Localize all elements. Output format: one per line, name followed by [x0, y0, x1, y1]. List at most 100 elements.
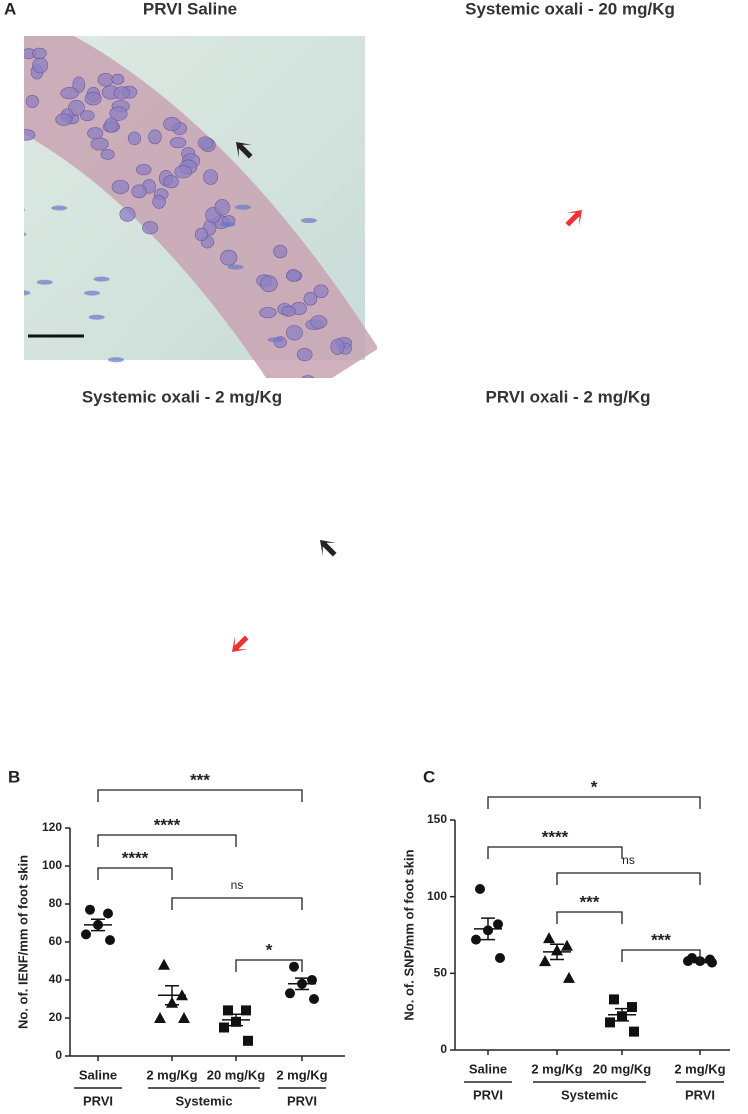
data-point [493, 919, 503, 930]
nucleus [21, 659, 38, 672]
significance-label: *** [651, 930, 671, 949]
nucleus [251, 566, 269, 578]
nucleus [578, 509, 593, 520]
nucleus [594, 495, 606, 505]
nucleus [501, 153, 518, 167]
error-bar [91, 918, 105, 932]
nucleus [685, 95, 701, 107]
group-label: PRVI [287, 1093, 317, 1108]
data-point [243, 1035, 253, 1046]
nucleus [515, 133, 529, 146]
nucleus [321, 479, 336, 494]
nucleus [688, 144, 702, 159]
nucleus [648, 119, 661, 132]
nucleus [259, 307, 277, 319]
nucleus [2, 582, 15, 593]
nucleus [1, 592, 17, 607]
data-point [103, 908, 113, 919]
significance-label: ns [622, 853, 635, 867]
nucleus [378, 552, 392, 568]
nucleus [621, 463, 634, 473]
nucleus [678, 453, 694, 468]
x-tick-label: 2 mg/Kg [276, 1067, 327, 1082]
nucleus [638, 130, 656, 140]
nucleus [576, 489, 594, 501]
nucleus [486, 100, 499, 115]
nucleus [723, 450, 736, 465]
data-point [475, 884, 485, 894]
dermal-cell [661, 242, 677, 247]
nucleus [425, 564, 437, 578]
nucleus [506, 518, 522, 529]
nucleus [621, 444, 637, 454]
x-tick-label: 2 mg/Kg [531, 1061, 582, 1076]
nucleus [132, 589, 147, 601]
nucleus [646, 448, 659, 462]
dermal-cell [36, 279, 53, 285]
nucleus [152, 195, 166, 209]
nucleus [389, 543, 401, 554]
nucleus [482, 534, 494, 546]
nucleus [630, 517, 646, 528]
nucleus [161, 553, 174, 564]
nucleus [33, 572, 46, 585]
nucleus [286, 325, 303, 341]
dermal-cell [226, 675, 242, 680]
arrow [236, 142, 253, 159]
nucleus [12, 636, 24, 646]
nucleus [22, 644, 40, 660]
nucleus [650, 110, 663, 121]
nucleus [686, 168, 699, 181]
nucleus [630, 437, 642, 449]
nucleus [385, 113, 403, 128]
micrograph [378, 410, 748, 751]
nucleus [145, 553, 161, 567]
nucleus [480, 454, 498, 467]
nucleus [668, 103, 681, 116]
nucleus [628, 481, 646, 492]
nucleus [166, 565, 181, 577]
nucleus [589, 164, 605, 178]
nucleus [194, 533, 210, 548]
epidermis [2, 520, 362, 680]
significance-bracket [235, 959, 303, 972]
nucleus [351, 511, 367, 526]
nucleus [102, 584, 119, 596]
dermal-cell [406, 615, 422, 620]
nucleus [236, 578, 252, 591]
data-point [219, 1022, 229, 1033]
nucleus [283, 514, 299, 529]
nucleus [169, 136, 187, 149]
nucleus [504, 97, 517, 108]
nucleus [266, 528, 284, 541]
significance-label: **** [154, 815, 181, 834]
nucleus [488, 465, 500, 480]
nucleus [472, 151, 487, 162]
dermal-cell [672, 745, 688, 750]
nucleus [531, 488, 548, 500]
significance-bracket [97, 867, 173, 880]
significance-bracket [621, 949, 701, 962]
data-point [629, 1026, 639, 1037]
x-tick-label: 20 mg/Kg [207, 1067, 266, 1082]
dermal-cell [401, 741, 417, 746]
group-label: PRVI [685, 1087, 715, 1102]
nucleus [488, 171, 503, 184]
micrograph [24, 36, 377, 378]
nucleus [91, 554, 106, 565]
nucleus [87, 127, 104, 140]
x-tick-label: Saline [79, 1067, 117, 1082]
nucleus [224, 563, 242, 575]
nucleus [108, 568, 121, 579]
y-axis-label: No. of. SNP/mm of foot skin [401, 849, 416, 1020]
dermal-cell [107, 357, 124, 363]
x-tick-label: 2 mg/Kg [674, 1061, 725, 1076]
nucleus [666, 479, 681, 489]
nucleus [292, 527, 308, 538]
nucleus [706, 124, 721, 138]
dermal-cell [96, 595, 112, 600]
nucleus [148, 570, 163, 581]
nucleus [262, 530, 276, 540]
nucleus [210, 540, 225, 555]
nucleus [482, 120, 495, 134]
